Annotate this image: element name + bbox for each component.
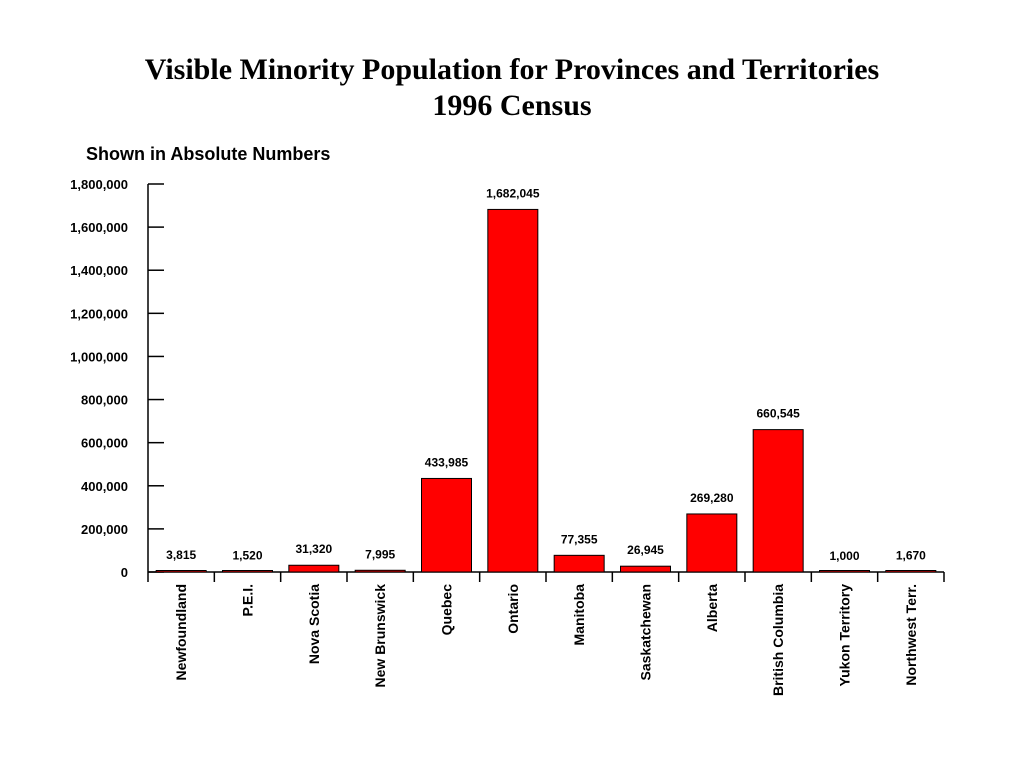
data-label: 1,670 — [896, 549, 926, 563]
y-tick-label: 1,800,000 — [70, 177, 128, 192]
category-label: New Brunswick — [372, 584, 388, 688]
data-label: 1,000 — [829, 549, 859, 563]
y-tick-label: 1,200,000 — [70, 306, 128, 321]
data-label: 7,995 — [365, 547, 395, 561]
bar — [487, 208, 539, 573]
category-label: Newfoundland — [173, 584, 189, 680]
data-label: 31,320 — [295, 542, 332, 556]
data-label: 433,985 — [425, 455, 469, 469]
chart-title-line-2: 1996 Census — [432, 89, 592, 122]
category-label: P.E.I. — [240, 584, 256, 616]
data-label: 77,355 — [561, 532, 598, 546]
category-label: Quebec — [439, 584, 455, 636]
y-tick-label: 0 — [121, 565, 128, 580]
category-label: Saskatchewan — [638, 584, 654, 681]
chart-title: Visible Minority Population for Province… — [0, 52, 1024, 124]
bar — [354, 569, 406, 573]
bar — [885, 570, 937, 573]
chart-title-line-1: Visible Minority Population for Province… — [144, 53, 880, 86]
category-label: Alberta — [704, 584, 720, 632]
bar — [421, 477, 472, 573]
category-label: Nova Scotia — [306, 584, 322, 664]
data-label: 660,545 — [756, 407, 800, 421]
data-label: 269,280 — [690, 491, 734, 505]
y-tick-label: 800,000 — [81, 393, 128, 408]
category-label: Yukon Territory — [837, 584, 853, 687]
category-label: Northwest Terr. — [903, 584, 919, 686]
bar — [686, 513, 738, 573]
category-label: Ontario — [505, 584, 521, 634]
category-label: Manitoba — [571, 584, 587, 646]
chart-subtitle: Shown in Absolute Numbers — [86, 144, 331, 164]
bar — [155, 570, 207, 573]
data-label: 1,520 — [232, 549, 262, 563]
y-tick-label: 1,400,000 — [70, 263, 128, 278]
data-label: 3,815 — [166, 548, 196, 562]
y-tick-label: 1,600,000 — [70, 220, 128, 235]
data-label: 1,682,045 — [486, 186, 540, 200]
y-tick-label: 400,000 — [81, 479, 128, 494]
bar — [752, 429, 804, 573]
y-tick-label: 200,000 — [81, 522, 128, 537]
y-tick-label: 600,000 — [81, 436, 128, 451]
bar — [819, 570, 870, 573]
data-label: 26,945 — [627, 543, 664, 557]
bar — [620, 565, 671, 573]
bar — [553, 554, 605, 573]
category-label: British Columbia — [770, 584, 786, 696]
bar — [288, 564, 340, 573]
bar — [222, 570, 273, 573]
y-tick-label: 1,000,000 — [70, 349, 128, 364]
